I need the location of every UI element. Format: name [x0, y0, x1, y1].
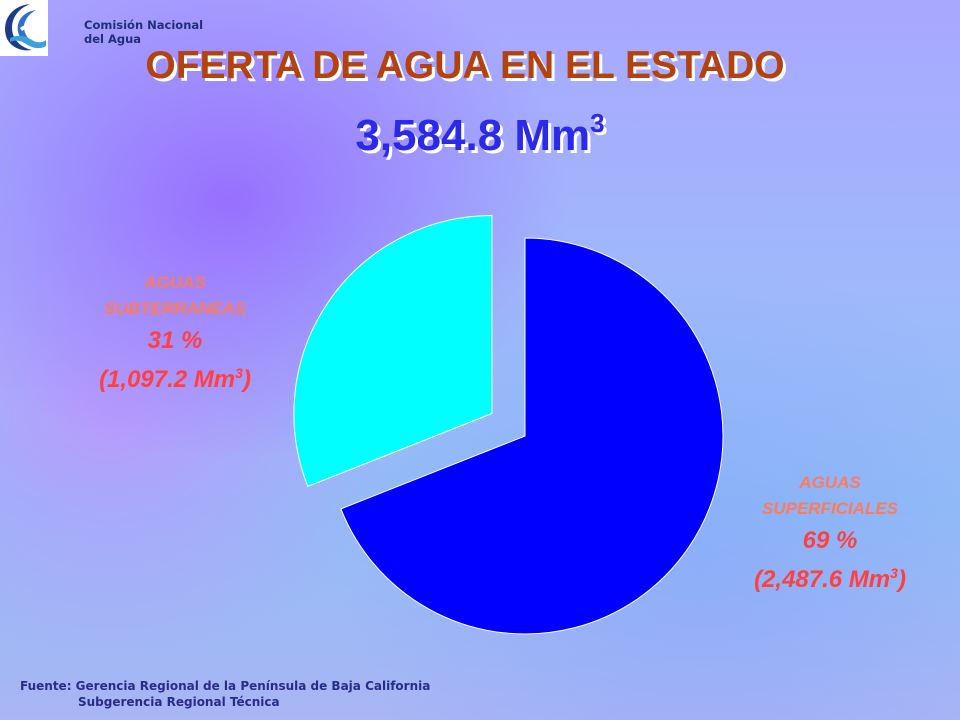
label-subterraneas-volume: (1,097.2 Mm3): [60, 358, 290, 395]
label-superficiales-volume-close: ): [897, 566, 906, 593]
source-line1: Fuente: Gerencia Regional de la Penínsul…: [20, 679, 431, 693]
label-subterraneas-volume-exponent: 3: [235, 365, 243, 381]
label-superficiales-line2: SUPERFICIALES: [761, 499, 899, 518]
label-aguas-subterraneas: AGUAS SUBTERRANEAS 31 % (1,097.2 Mm3): [60, 270, 290, 395]
logo: [0, 0, 48, 56]
total-volume-value: 3,584.8 Mm: [355, 111, 591, 160]
label-subterraneas-line1: AGUAS: [144, 273, 206, 292]
label-aguas-superficiales: AGUAS SUPERFICIALES 69 % (2,487.6 Mm3): [715, 470, 945, 595]
label-subterraneas-line2: SUBTERRANEAS: [104, 299, 246, 318]
page-title: OFERTA DE AGUA EN EL ESTADO: [145, 44, 785, 87]
label-subterraneas-percent: 31 %: [147, 327, 203, 354]
pie-slice-aguas-subterraneas: [293, 215, 493, 488]
conagua-logo-icon: [5, 4, 46, 51]
organization-name-line1: Comisión Nacional: [84, 18, 204, 32]
total-volume-exponent: 3: [590, 108, 605, 138]
label-subterraneas-volume-text: (1,097.2 Mm: [99, 366, 236, 393]
organization-name-line2: del Agua: [84, 32, 142, 46]
pie-slice-aguas-superficiales: [340, 237, 724, 635]
label-superficiales-volume-exponent: 3: [890, 565, 898, 581]
label-superficiales-line1: AGUAS: [799, 473, 861, 492]
label-superficiales-volume: (2,487.6 Mm3): [715, 558, 945, 595]
source-note: Fuente: Gerencia Regional de la Penínsul…: [20, 678, 430, 710]
label-superficiales-percent: 69 %: [802, 527, 858, 554]
total-volume: 3,584.8 Mm3: [0, 108, 960, 161]
label-subterraneas-volume-close: ): [242, 366, 251, 393]
label-superficiales-volume-text: (2,487.6 Mm: [754, 566, 891, 593]
organization-name: Comisión Nacional del Agua: [84, 18, 203, 46]
source-line2: Subgerencia Regional Técnica: [78, 695, 280, 709]
